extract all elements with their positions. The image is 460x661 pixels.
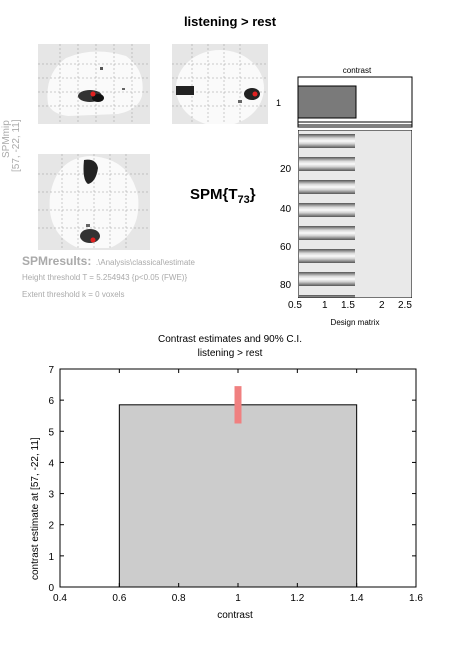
design-matrix-band xyxy=(299,249,355,263)
dm-xtick-1: 1 xyxy=(322,300,328,311)
y-tick-label: 4 xyxy=(48,458,54,469)
y-tick-label: 1 xyxy=(48,552,54,563)
y-tick-label: 3 xyxy=(48,490,54,501)
design-matrix-label: Design matrix xyxy=(330,318,380,327)
contrast-panel-title: contrast xyxy=(342,66,372,75)
x-tick-label: 0.8 xyxy=(172,593,186,604)
dm-ytick-3: 80 xyxy=(280,280,292,291)
stat-main: SPM{T xyxy=(190,186,238,203)
design-matrix-band xyxy=(299,226,355,240)
dm-ytick-0: 20 xyxy=(280,164,292,175)
design-matrix-band xyxy=(299,295,355,298)
x-tick-label: 1 xyxy=(235,593,241,604)
contrast-estimate-chart: 0.4 0.6 0.8 1 1.2 1.4 1.6 0 1 2 3 4 5 6 7 xyxy=(48,365,423,604)
chart-ylabel: contrast estimate at [57, -22, 11] xyxy=(30,437,41,580)
spm-results-header: SPMresults: .\Analysis\classical\estimat… xyxy=(22,252,195,270)
glass-brain-axial xyxy=(38,154,150,250)
design-matrix-band xyxy=(299,203,355,217)
x-tick-label: 1.4 xyxy=(350,593,364,604)
design-matrix-band xyxy=(299,180,355,194)
dm-xtick-0: 0.5 xyxy=(288,300,302,311)
design-matrix-xticks: 0.5 1 1.5 2 2.5 xyxy=(288,300,422,314)
y-tick-label: 0 xyxy=(48,583,54,594)
stat-subscript: 73 xyxy=(237,194,250,206)
dm-ytick-2: 60 xyxy=(280,242,292,253)
x-tick-label: 0.4 xyxy=(53,593,67,604)
glass-brain-coronal xyxy=(172,44,268,124)
spm-statistic-label: SPM{T73} xyxy=(190,186,256,206)
bar-1 xyxy=(118,404,358,588)
dm-xtick-2: 1.5 xyxy=(341,300,355,311)
axial-view xyxy=(38,154,150,250)
x-tick-label: 1.2 xyxy=(290,593,304,604)
coronal-view xyxy=(172,44,268,124)
design-matrix-band xyxy=(299,157,355,171)
stat-close: } xyxy=(249,186,256,203)
y-tick-label: 2 xyxy=(48,521,54,532)
page-title: listening > rest xyxy=(183,14,277,29)
y-tick-label: 5 xyxy=(48,427,54,438)
design-matrix xyxy=(298,130,412,298)
coordinates-label: [57, -22, 11] xyxy=(11,119,22,172)
x-tick-label: 1.6 xyxy=(409,593,423,604)
x-tick-label: 0.6 xyxy=(112,593,126,604)
design-matrix-yticks: 20 40 60 80 xyxy=(276,130,296,298)
height-threshold: Height threshold T = 5.254943 {p<0.05 (F… xyxy=(22,273,188,282)
spm-results-path: .\Analysis\classical\estimate xyxy=(95,258,195,267)
dm-xtick-4: 2.5 xyxy=(398,300,412,311)
extent-threshold: Extent threshold k = 0 voxels xyxy=(22,290,125,299)
contrast-panel xyxy=(297,76,413,128)
sagittal-view xyxy=(38,44,150,124)
design-matrix-band xyxy=(299,134,355,148)
dm-ytick-1: 40 xyxy=(280,204,292,215)
glass-brain-sagittal xyxy=(38,44,150,124)
dm-xtick-3: 2 xyxy=(379,300,385,311)
chart-subtitle: listening > rest xyxy=(197,348,263,359)
contrast-weight-bar xyxy=(297,85,357,119)
y-tick-label: 6 xyxy=(48,396,54,407)
spm-results-title: SPMresults: xyxy=(22,254,92,268)
chart-title: Contrast estimates and 90% C.I. xyxy=(158,334,302,345)
chart-xlabel: contrast xyxy=(217,610,253,621)
contrast-ytick: 1 xyxy=(276,98,282,108)
y-tick-label: 7 xyxy=(48,365,54,376)
design-matrix-band xyxy=(299,272,355,286)
